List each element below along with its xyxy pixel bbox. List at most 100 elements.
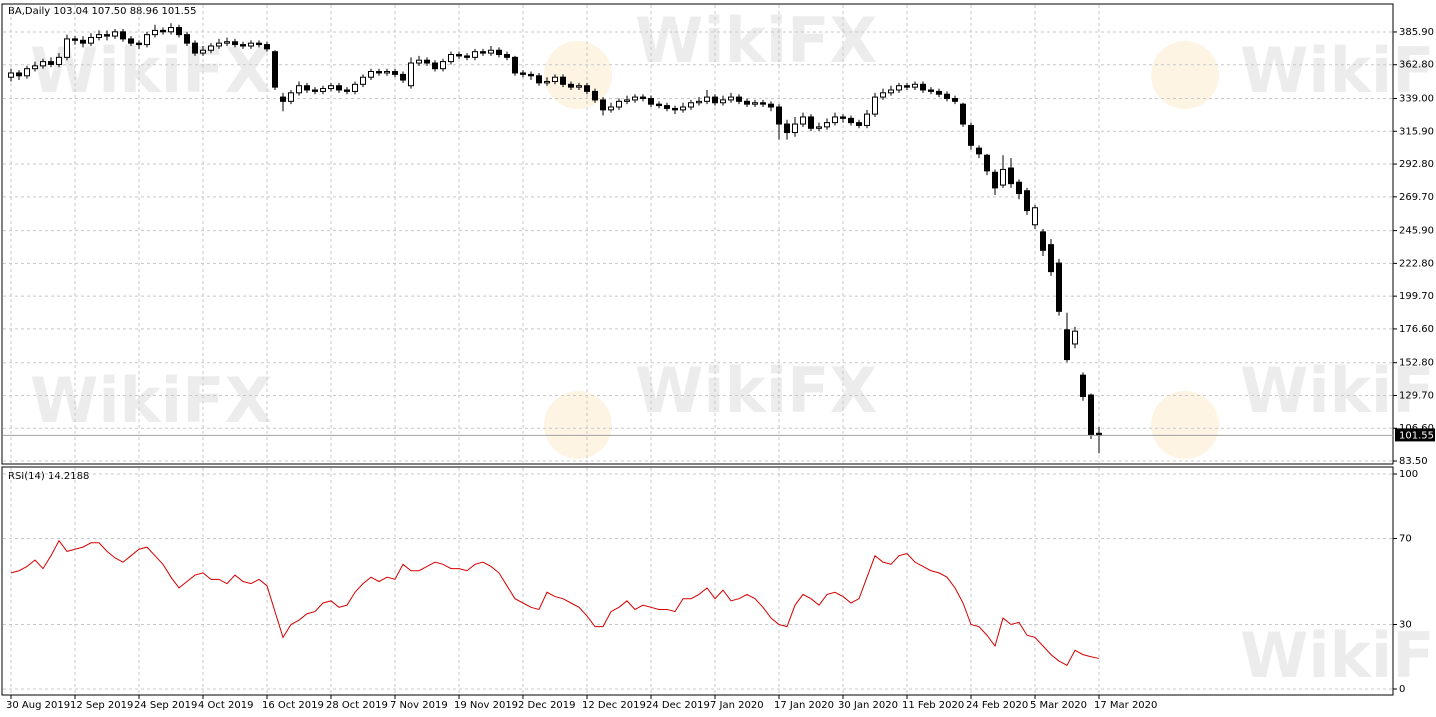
candle-body <box>320 88 326 92</box>
candle-body <box>176 27 182 36</box>
x-tick-label: 24 Sep 2019 <box>134 700 197 711</box>
x-tick-label: 7 Nov 2019 <box>390 700 448 711</box>
candle-body <box>40 61 46 67</box>
watermark: WikiFX <box>1240 354 1436 427</box>
candle-body <box>584 85 590 92</box>
candle-body <box>536 75 542 84</box>
candle-body <box>144 34 150 46</box>
candle-body <box>920 83 926 91</box>
candle-body <box>728 96 734 101</box>
candle-body <box>888 89 894 94</box>
candle-body <box>432 62 438 70</box>
indicator-title: RSI(14) 14.2188 <box>8 471 89 482</box>
candle-body <box>1048 244 1054 273</box>
candle-body <box>840 116 846 119</box>
x-tick-label: 16 Oct 2019 <box>262 700 324 711</box>
candle-body <box>672 107 678 111</box>
candle-body <box>616 100 622 108</box>
candle-body <box>104 34 110 37</box>
candle-body <box>504 54 510 58</box>
candle-body <box>632 96 638 101</box>
candle-body <box>456 54 462 57</box>
candle-body <box>48 61 54 65</box>
candle-body <box>624 99 630 102</box>
candle-body <box>480 51 486 54</box>
candle-body <box>832 116 838 124</box>
x-tick-label: 24 Dec 2019 <box>646 700 710 711</box>
x-tick-label: 2 Dec 2019 <box>518 700 576 711</box>
y-tick-label: 176.60 <box>1399 324 1434 335</box>
candle-body <box>736 96 742 102</box>
candle-body <box>960 103 966 125</box>
candle-body <box>72 38 78 41</box>
y-tick-label: 362.80 <box>1399 60 1434 71</box>
candle-body <box>368 71 374 78</box>
candle-body <box>376 71 382 74</box>
candle-body <box>240 44 246 47</box>
candle-body <box>112 31 118 37</box>
candle-body <box>440 61 446 70</box>
candle-body <box>872 96 878 115</box>
candle-body <box>472 51 478 58</box>
watermark-logo <box>1151 391 1219 459</box>
candle-body <box>448 54 454 63</box>
candle-body <box>464 55 470 58</box>
watermark: WikiFX <box>30 364 272 437</box>
y-tick-label: 269.70 <box>1399 192 1434 203</box>
candle-body <box>312 89 318 92</box>
candle-body <box>880 92 886 98</box>
candle-body <box>656 103 662 107</box>
candle-body <box>64 38 70 58</box>
x-tick-label: 19 Nov 2019 <box>454 700 518 711</box>
y-tick-label: 292.80 <box>1399 159 1434 170</box>
chart-title: BA,Daily 103.04 107.50 88.96 101.55 <box>8 6 197 17</box>
watermark-logo <box>544 391 612 459</box>
x-tick-label: 5 Mar 2020 <box>1030 700 1087 711</box>
candle-body <box>528 73 534 77</box>
candle-body <box>864 113 870 126</box>
candle-body <box>1024 190 1030 212</box>
y-tick-label: 30 <box>1399 620 1412 631</box>
candle-body <box>800 116 806 125</box>
candle-body <box>1016 181 1022 195</box>
candle-body <box>96 34 102 38</box>
candle-body <box>952 97 958 102</box>
candle-body <box>216 42 222 47</box>
candle-body <box>192 42 198 54</box>
candle-body <box>88 36 94 44</box>
candle-body <box>512 56 518 74</box>
candle-body <box>520 72 526 75</box>
candle-body <box>664 105 670 109</box>
candle-body <box>184 34 190 44</box>
candle-body <box>272 51 278 88</box>
candle-body <box>280 96 286 102</box>
watermark-logo <box>544 41 612 109</box>
candle-body <box>984 154 990 172</box>
candle-body <box>16 72 22 77</box>
candle-body <box>592 90 598 101</box>
y-tick-label: 100 <box>1399 469 1418 480</box>
candle-body <box>24 68 30 77</box>
x-tick-label: 4 Oct 2019 <box>198 700 253 711</box>
candle-body <box>856 122 862 126</box>
candle-body <box>912 83 918 88</box>
y-tick-label: 0 <box>1399 684 1405 695</box>
x-tick-label: 28 Oct 2019 <box>326 700 388 711</box>
x-tick-label: 30 Jan 2020 <box>838 700 898 711</box>
candle-body <box>304 85 310 91</box>
x-tick-label: 24 Feb 2020 <box>966 700 1028 711</box>
candle-body <box>136 42 142 46</box>
candle-body <box>696 100 702 104</box>
candle-body <box>1080 374 1086 397</box>
candle-body <box>824 122 830 128</box>
candle-body <box>648 97 654 105</box>
candle-body <box>264 44 270 50</box>
candle-body <box>344 89 350 92</box>
candle-body <box>976 147 982 155</box>
price-label-box <box>1395 428 1435 442</box>
candle-body <box>1064 329 1070 361</box>
y-tick-label: 385.90 <box>1399 27 1434 38</box>
candle-body <box>408 62 414 87</box>
price-label: 101.55 <box>1399 430 1434 441</box>
